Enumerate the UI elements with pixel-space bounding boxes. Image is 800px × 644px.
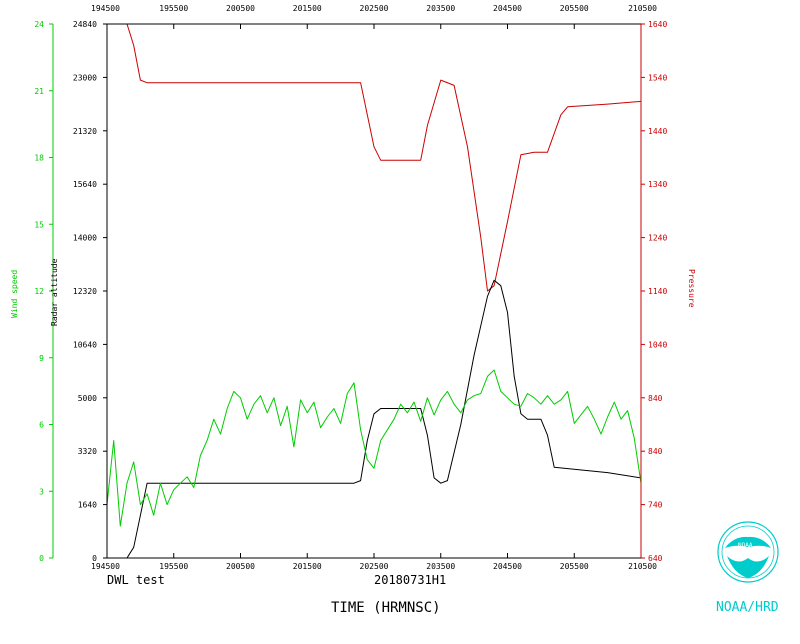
x-tick-label: 204500 (493, 562, 522, 571)
pressure-axis-tick-label: 1240 (648, 234, 667, 243)
altitude-axis-tick-label: 14000 (73, 234, 97, 243)
altitude-axis-tick-label: 0 (92, 554, 97, 563)
pressure-axis-tick-label: 1440 (648, 127, 667, 136)
noaa-logo: NOAA NOAA/HRD (716, 521, 779, 615)
logo-caption: NOAA/HRD (716, 600, 779, 615)
altitude-axis-title: Radar altitude (50, 258, 59, 326)
wind-axis-tick-label: 6 (39, 421, 44, 430)
x-tick-label: 202500 (360, 562, 389, 571)
x-tick-label: 205500 (560, 562, 589, 571)
altitude-axis-tick-label: 15640 (73, 180, 97, 189)
x-tick-label-top: 205500 (560, 4, 589, 13)
altitude-series-line (107, 279, 642, 559)
pressure-axis-tick-label: 1140 (648, 287, 667, 296)
logo-inner-text: NOAA (738, 542, 753, 549)
series-layer (106, 23, 642, 559)
pressure-axis-tick-label: 1040 (648, 340, 667, 349)
wind-axis-tick-label: 21 (34, 87, 44, 96)
x-tick-label-top: 200500 (226, 4, 255, 13)
altitude-axis-tick-label: 1640 (78, 501, 97, 510)
x-tick-label-top: 202500 (360, 4, 389, 13)
tick-labels: 194500 194500 195500 195500 200500 200500 2015… (34, 4, 667, 571)
plot-frame (106, 23, 642, 559)
x-tick-label: 200500 (226, 562, 255, 571)
pressure-axis-tick-label: 1640 (648, 20, 667, 29)
altitude-axis-tick-label: 21320 (73, 127, 97, 136)
center-caption: 20180731H1 (374, 573, 446, 587)
wind-axis-tick-label: 12 (34, 287, 44, 296)
wind-axis-tick-label: 0 (39, 554, 44, 563)
wind-axis-tick-label: 15 (34, 220, 44, 229)
x-tick-label-top: 210500 (628, 4, 657, 13)
pressure-axis-tick-label: 640 (648, 554, 663, 563)
wind-series-line (106, 369, 642, 527)
x-tick-label-top: 203500 (426, 4, 455, 13)
altitude-axis-tick-label: 5000 (78, 394, 97, 403)
altitude-axis-tick-label: 23000 (73, 73, 97, 82)
logo-bird-mark (725, 536, 771, 548)
pressure-axis-title: Pressure (687, 269, 696, 308)
altitude-axis-tick-label: 24840 (73, 20, 97, 29)
x-tick-label: 201500 (293, 562, 322, 571)
x-tick-label: 195500 (159, 562, 188, 571)
x-tick-label: 194500 (91, 562, 120, 571)
logo-wave-mark (727, 556, 769, 578)
x-tick-label: 203500 (426, 562, 455, 571)
altitude-axis-tick-label: 10640 (73, 340, 97, 349)
pressure-axis-tick-label: 840 (648, 447, 663, 456)
pressure-axis-tick-label: 840 (648, 394, 663, 403)
wind-axis-tick-label: 24 (34, 20, 44, 29)
x-axis-title: TIME (HRMNSC) (331, 600, 441, 616)
x-tick-label-top: 194500 (91, 4, 120, 13)
x-tick-label: 210500 (628, 562, 657, 571)
left-caption: DWL test (107, 573, 165, 587)
x-tick-label-top: 201500 (293, 4, 322, 13)
pressure-axis-tick-label: 1540 (648, 73, 667, 82)
wind-axis-tick-label: 3 (39, 487, 44, 496)
altitude-axis-tick-label: 3320 (78, 447, 97, 456)
wind-axis-title: Wind speed (10, 270, 19, 318)
x-tick-label-top: 195500 (159, 4, 188, 13)
pressure-axis-tick-label: 740 (648, 501, 663, 510)
wind-axis-tick-label: 9 (39, 354, 44, 363)
altitude-axis-tick-label: 12320 (73, 287, 97, 296)
tick-marks (49, 23, 645, 559)
wind-axis-tick-label: 18 (34, 154, 44, 163)
x-tick-label-top: 204500 (493, 4, 522, 13)
logo-outer-ring (717, 521, 779, 583)
pressure-axis-tick-label: 1340 (648, 180, 667, 189)
pressure-series-line (107, 23, 642, 292)
